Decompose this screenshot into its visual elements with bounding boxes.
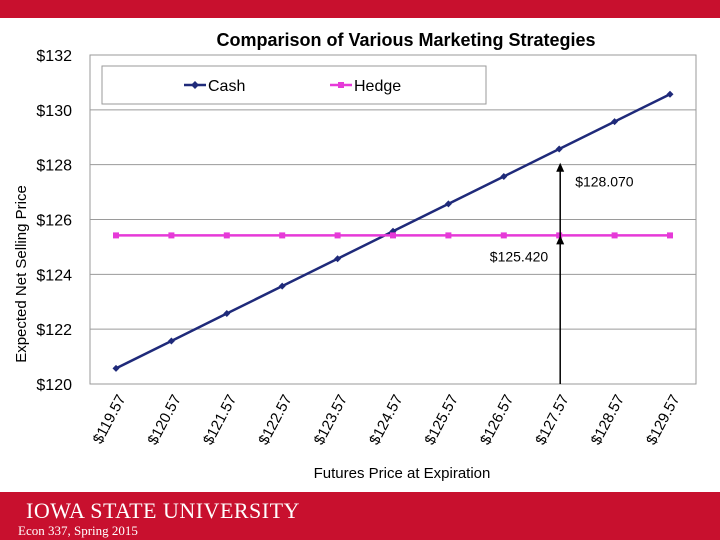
data-point-hedge [390,232,396,239]
y-tick-label: $126 [36,213,72,230]
annotations: $128.070 $125.420 [490,162,634,384]
y-tick-label: $124 [36,267,72,284]
data-point-hedge [168,232,175,239]
annotation-arrowhead-low [556,235,565,245]
data-point-cash [112,364,120,372]
data-point-cash [500,172,508,180]
data-point-hedge [113,232,119,239]
y-tick-label: $130 [36,103,72,120]
data-point-cash [278,282,286,290]
y-axis-label: Expected Net Selling Price [13,185,30,363]
x-tick-label: $120.57 [144,392,184,448]
x-axis-ticks: $119.57 $120.57 $121.57 $122.57 $123.57 $124.… [90,392,684,448]
annotation-arrowhead-high [556,162,565,172]
data-point-cash [444,200,452,208]
top-color-bar [0,0,720,18]
legend-marker-cash [191,81,199,89]
x-tick-label: $125.57 [421,392,461,448]
x-tick-label: $119.57 [90,392,130,447]
x-tick-label: $124.57 [366,392,406,448]
annotation-label-cash: $128.070 [575,174,634,190]
legend-label-hedge: Hedge [354,78,401,95]
y-tick-label: $122 [36,322,72,339]
chart-title: Comparison of Various Marketing Strategi… [216,30,595,50]
data-point-cash [666,90,674,98]
x-axis-label: Futures Price at Expiration [314,465,491,482]
data-point-hedge [667,232,673,239]
footer-bar: IOWA STATE UNIVERSITY Econ 337, Spring 2… [0,492,720,540]
legend-label-cash: Cash [208,78,245,95]
course-label: Econ 337, Spring 2015 [18,523,138,538]
x-tick-label: $126.57 [477,392,517,448]
data-point-hedge [556,232,563,239]
x-tick-label: $123.57 [311,392,351,448]
university-logo: IOWA STATE UNIVERSITY [26,498,300,523]
data-point-cash [167,337,175,345]
data-point-hedge [445,232,452,239]
line-chart: Comparison of Various Marketing Strategi… [13,30,697,482]
x-tick-label: $121.57 [200,392,240,448]
annotation-label-hedge: $125.420 [490,248,549,264]
data-point-hedge [334,232,341,239]
data-point-hedge [500,232,507,239]
y-tick-label: $120 [36,377,72,394]
x-tick-label: $129.57 [643,392,683,448]
legend-box [101,65,487,105]
y-tick-label: $132 [36,48,72,65]
legend: Cash Hedge [101,65,487,105]
data-point-cash [555,145,563,153]
x-tick-label: $122.57 [255,392,295,448]
data-point-hedge [279,232,286,239]
legend-marker-hedge [338,82,344,88]
series-layer [112,90,674,372]
data-point-cash [611,118,619,126]
x-tick-label: $127.57 [532,392,572,448]
data-point-hedge [223,232,230,239]
data-point-hedge [611,232,618,239]
y-tick-label: $128 [36,158,72,175]
data-point-cash [223,310,231,318]
gridlines [90,109,696,330]
x-tick-label: $128.57 [588,392,628,448]
y-axis-ticks: $120 $122 $124 $126 $128 $130 $132 [36,48,72,394]
